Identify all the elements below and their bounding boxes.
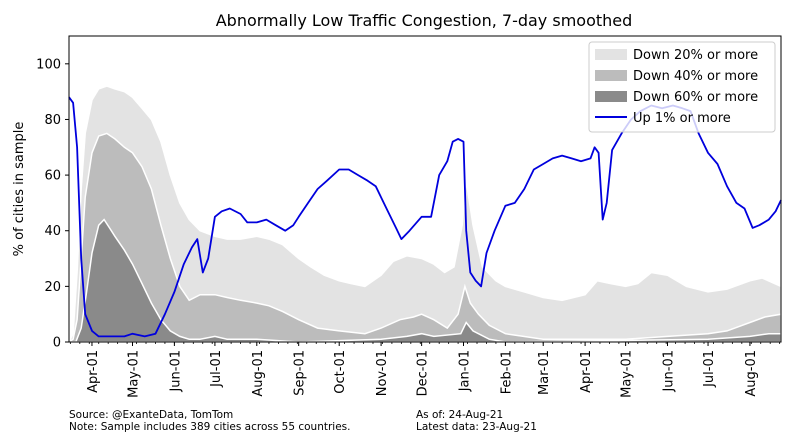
legend: Down 20% or more Down 40% or more Down 60%… <box>588 41 776 133</box>
x-tick-label: Aug-01 <box>251 350 266 397</box>
x-tick-label: Jul-01 <box>702 350 717 388</box>
x-tick-label: Jul-01 <box>209 350 224 388</box>
x-tick-label: Apr-01 <box>579 350 594 393</box>
x-tick-label: May-01 <box>620 350 635 398</box>
legend-label: Down 20% or more <box>633 48 758 63</box>
source-text: Source: @ExanteData, TomTom <box>69 409 234 421</box>
x-tick-label: Jan-01 <box>458 350 473 392</box>
chart-title: Abnormally Low Traffic Congestion, 7-day… <box>216 11 633 30</box>
series-layer <box>66 85 782 343</box>
y-tick-label: 80 <box>44 113 61 128</box>
x-tick-label: Jun-01 <box>168 350 183 393</box>
x-tick-label: Dec-01 <box>416 350 431 396</box>
x-tick-label: Nov-01 <box>375 350 390 396</box>
legend-box <box>588 41 776 133</box>
x-tick-label: Mar-01 <box>537 350 552 395</box>
x-tick-label: Aug-01 <box>744 350 759 397</box>
legend-swatch <box>595 70 627 81</box>
legend-label: Down 60% or more <box>633 90 758 105</box>
legend-swatch <box>595 49 627 60</box>
as-of-text: As of: 24-Aug-21 <box>416 409 504 421</box>
y-tick-label: 40 <box>44 224 61 239</box>
legend-label: Up 1% or more <box>633 111 731 126</box>
x-tick-label: Jun-01 <box>662 350 677 393</box>
x-tick-label: Oct-01 <box>333 350 348 394</box>
x-tick-label: Sep-01 <box>293 350 308 396</box>
y-tick-label: 60 <box>44 169 61 184</box>
sample-note-text: Note: Sample includes 389 cities across … <box>69 421 351 433</box>
legend-label: Down 40% or more <box>633 69 758 84</box>
x-tick-label: Feb-01 <box>499 350 514 394</box>
source-note: Source: @ExanteData, TomTom Note: Sample… <box>69 409 350 433</box>
y-tick-label: 0 <box>53 336 61 351</box>
x-tick-label: Apr-01 <box>86 350 101 393</box>
date-note: As of: 24-Aug-21 Latest data: 23-Aug-21 <box>416 409 537 433</box>
axes-layer: 0 20 40 60 80 100 Apr-01 May-01 Jun-01 Jul-01 Aug-… <box>36 57 781 398</box>
legend-swatch <box>595 91 627 102</box>
x-tick-label: May-01 <box>126 350 141 398</box>
y-axis-label: % of cities in sample <box>12 122 27 257</box>
latest-data-text: Latest data: 23-Aug-21 <box>416 421 537 433</box>
area-down-20-or-more <box>67 85 782 343</box>
y-tick-label: 100 <box>36 57 61 72</box>
y-tick-label: 20 <box>44 280 61 295</box>
plot-frame <box>68 35 782 343</box>
